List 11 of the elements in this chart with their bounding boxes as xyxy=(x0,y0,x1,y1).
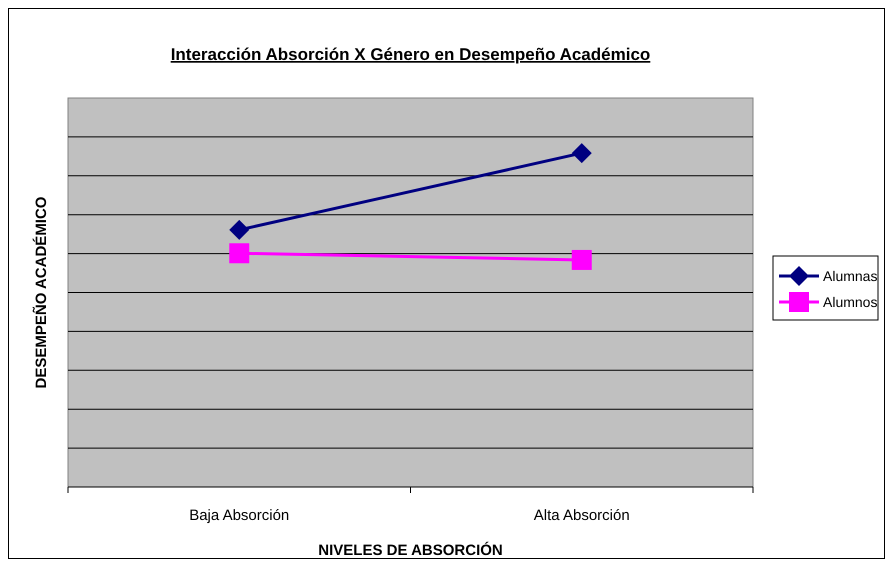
point xyxy=(572,143,592,164)
x-tick-label: Alta Absorción xyxy=(534,507,630,524)
x-axis-title: NIVELES DE ABSORCIÓN xyxy=(318,541,503,559)
x-tick-label: Baja Absorción xyxy=(189,507,290,524)
point xyxy=(572,250,592,270)
chart-title: Interacción Absorción X Género en Desempeño Académico xyxy=(170,45,650,64)
y-axis-title: DESEMPEÑO ACADÉMICO xyxy=(32,196,50,388)
point xyxy=(229,243,250,264)
legend-label: Alumnas xyxy=(823,268,878,284)
point xyxy=(229,220,250,240)
legend-label: Alumnos xyxy=(823,294,878,310)
